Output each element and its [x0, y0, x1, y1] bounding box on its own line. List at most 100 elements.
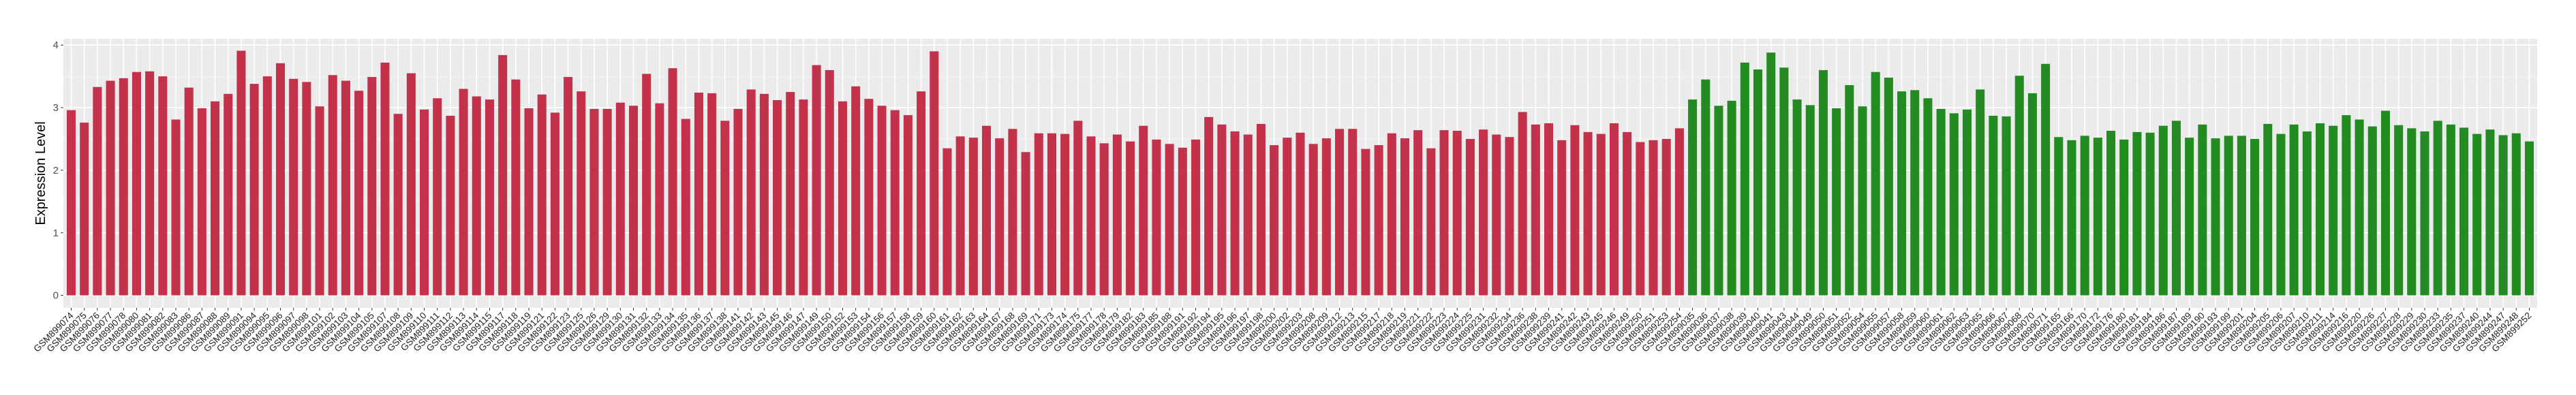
bar-GSM899156 [877, 106, 887, 296]
bar-GSM899103 [341, 80, 350, 296]
bar-GSM899077 [106, 80, 115, 296]
bar-GSM899122 [550, 112, 559, 296]
bar-GSM899121 [537, 94, 547, 296]
bar-GSM899171 [1034, 133, 1043, 296]
bar-GSM899125 [577, 91, 586, 296]
bar-GSM899123 [564, 77, 573, 296]
bar-GSM899149 [812, 65, 821, 296]
bar-GSM899254 [1674, 128, 1684, 296]
bar-GSM899214 [2329, 125, 2338, 296]
bar-GSM899126 [589, 108, 599, 296]
bar-GSM899153 [851, 86, 861, 296]
bar-GSM899161 [942, 148, 952, 296]
bar-GSM899083 [171, 119, 181, 296]
bar-GSM899039 [1740, 62, 1749, 296]
bar-GSM899218 [1387, 133, 1396, 296]
bar-GSM899178 [1099, 143, 1109, 296]
bar-GSM899225 [1465, 138, 1475, 296]
bar-GSM899248 [2511, 133, 2521, 296]
bar-GSM899228 [2394, 125, 2404, 296]
bar-GSM899102 [328, 75, 337, 296]
bar-GSM899165 [2054, 137, 2064, 296]
bar-GSM899249 [1623, 131, 1632, 296]
bar-GSM899129 [602, 108, 612, 296]
bars [66, 50, 2534, 296]
bar-GSM899097 [289, 78, 298, 296]
bar-GSM899038 [1727, 100, 1736, 296]
bar-GSM899244 [2485, 129, 2495, 296]
bar-GSM899041 [1766, 52, 1776, 296]
y-axis-title: Expression Level [33, 121, 48, 225]
bar-GSM899065 [1976, 89, 1985, 296]
bar-GSM899146 [786, 92, 795, 296]
bar-GSM899086 [184, 87, 194, 296]
bar-GSM899112 [446, 115, 455, 296]
bar-GSM899169 [1021, 152, 1030, 296]
bar-GSM899193 [2211, 138, 2220, 296]
bar-GSM899210 [2302, 131, 2312, 296]
bar-GSM899075 [80, 123, 89, 296]
bar-GSM899108 [393, 114, 403, 296]
bar-GSM899212 [1335, 129, 1345, 296]
bar-GSM899078 [119, 78, 128, 296]
bar-GSM899233 [2433, 121, 2442, 296]
bar-GSM899203 [1295, 132, 1305, 296]
bar-GSM899037 [1714, 106, 1723, 296]
bar-GSM899055 [1871, 72, 1880, 296]
bar-GSM899113 [459, 89, 468, 296]
bar-GSM899253 [1661, 138, 1671, 296]
bar-GSM899162 [955, 136, 965, 296]
bar-GSM899215 [1361, 148, 1370, 296]
bar-GSM899114 [472, 96, 481, 296]
bar-GSM899104 [354, 91, 364, 296]
bar-GSM899184 [2145, 132, 2155, 296]
y-tick-label: 4 [53, 40, 59, 51]
bar-GSM899105 [367, 77, 377, 296]
bar-GSM899236 [1518, 112, 1527, 296]
bar-GSM899131 [628, 106, 639, 296]
bar-GSM899185 [1152, 139, 1161, 296]
bar-GSM899136 [694, 93, 703, 296]
bar-GSM899110 [420, 109, 429, 296]
bar-GSM899145 [773, 100, 782, 296]
bar-GSM899147 [799, 99, 808, 296]
bar-GSM899111 [433, 98, 442, 296]
bar-GSM899095 [262, 76, 272, 296]
bar-GSM899217 [1374, 145, 1383, 296]
bar-GSM899247 [2498, 135, 2508, 296]
bar-GSM899164 [982, 125, 992, 296]
bar-GSM899063 [1962, 109, 1972, 296]
bar-GSM899231 [1479, 129, 1488, 296]
bar-GSM899243 [1583, 131, 1593, 296]
bar-GSM899221 [1413, 130, 1423, 296]
bar-GSM899240 [2472, 133, 2482, 296]
bar-GSM899227 [2380, 110, 2390, 296]
bar-GSM899142 [746, 89, 756, 296]
bar-GSM899246 [1609, 123, 1619, 296]
bar-GSM899172 [2093, 138, 2102, 296]
bar-GSM899152 [838, 101, 848, 296]
bar-GSM899229 [2407, 128, 2417, 296]
bar-GSM899160 [930, 51, 939, 296]
x-axis: GSM899074GSM899075GSM899076GSM899077GSM8… [31, 308, 2534, 354]
bar-GSM899252 [2524, 141, 2534, 296]
bar-GSM899150 [825, 69, 834, 296]
bar-GSM899154 [864, 99, 874, 296]
bar-GSM899180 [2119, 139, 2129, 296]
bar-GSM899052 [1845, 84, 1854, 296]
bar-GSM899081 [145, 71, 155, 296]
bar-GSM899201 [2237, 136, 2246, 296]
bar-GSM899235 [2446, 124, 2455, 296]
bar-GSM899192 [1191, 139, 1201, 296]
y-tick-label: 1 [53, 227, 59, 239]
bar-GSM899226 [2367, 126, 2377, 296]
bar-GSM899216 [2342, 115, 2351, 296]
bar-GSM899059 [1910, 90, 1920, 296]
bar-GSM899208 [1308, 144, 1318, 296]
y-tick-label: 2 [53, 165, 59, 176]
bar-GSM899141 [733, 108, 743, 296]
bar-GSM899188 [1165, 144, 1174, 296]
bar-GSM899117 [498, 54, 508, 296]
bar-GSM899118 [511, 79, 521, 296]
